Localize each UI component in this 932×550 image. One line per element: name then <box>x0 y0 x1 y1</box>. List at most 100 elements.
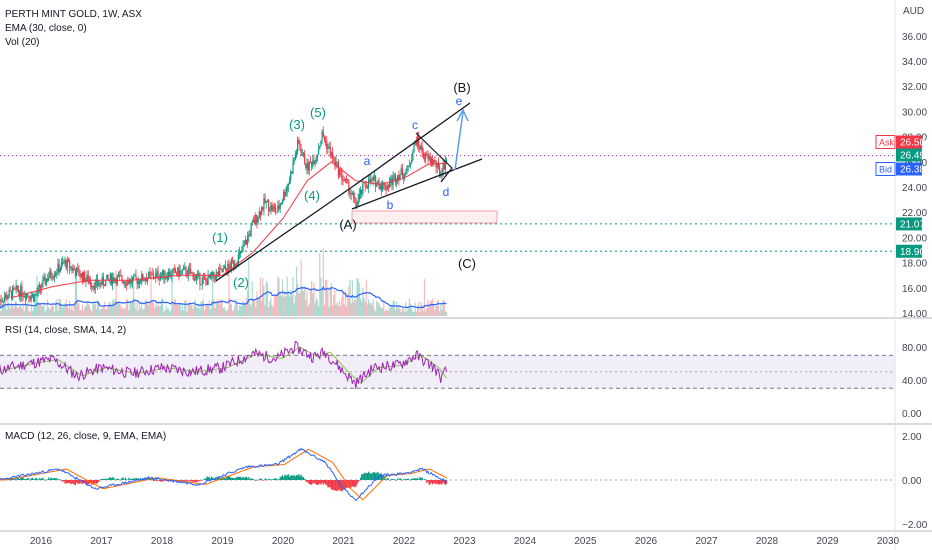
price-panel[interactable]: (1) (2) (3) (4) (5) (A) (B) (C) a b c d … <box>0 80 895 316</box>
volume-legend[interactable]: Vol (20) <box>5 37 39 48</box>
candle-body-145 <box>166 276 168 280</box>
candle-body-248 <box>286 186 288 192</box>
candle-body-84 <box>95 279 97 282</box>
volume-bar-45 <box>50 307 52 316</box>
volume-bar-283 <box>327 287 329 316</box>
volume-bar-308 <box>356 278 358 316</box>
volume-bar-188 <box>216 301 218 316</box>
volume-bar-333 <box>385 309 387 316</box>
macd-hist-bar-11 <box>10 479 13 481</box>
macd-hist-bar-361 <box>418 479 420 480</box>
macd-hist-bar-52 <box>58 478 60 480</box>
wave-cd-lines[interactable] <box>415 132 453 183</box>
candle-body-243 <box>280 202 282 205</box>
projection-arrow[interactable] <box>454 111 464 171</box>
candle-body-290 <box>335 162 337 166</box>
candle-body-152 <box>174 268 177 273</box>
bid-price-tag[interactable]: Bid 26.38 <box>875 162 925 176</box>
macd-hist-bar-237 <box>273 478 275 480</box>
rsi-legend[interactable]: RSI (14, close, SMA, 14, 2) <box>5 325 126 336</box>
volume-bar-194 <box>223 307 225 316</box>
upper-level-tag[interactable]: 21.07 <box>896 217 925 231</box>
price-axis[interactable]: 14.0016.0018.0020.0022.0024.0026.0028.00… <box>902 32 928 531</box>
macd-hist-bar-25 <box>27 477 29 480</box>
macd-hist-bar-261 <box>301 476 303 480</box>
chart-title-legend[interactable]: PERTH MINT GOLD, 1W, ASX <box>5 9 142 20</box>
support-zone-box[interactable] <box>351 210 498 224</box>
macd-hist-bar-254 <box>293 475 295 480</box>
macd-hist-bar-71 <box>80 480 82 483</box>
volume-bar-383 <box>443 300 445 316</box>
macd-hist-bar-45 <box>50 477 52 480</box>
ema-legend[interactable]: EMA (30, close, 0) <box>5 23 87 34</box>
macd-hist-bar-142 <box>163 480 165 481</box>
volume-bar-110 <box>126 298 128 316</box>
volume-bar-29 <box>31 310 33 316</box>
volume-bar-371 <box>429 301 431 316</box>
trendline-upper[interactable] <box>351 102 471 188</box>
candle-body-168 <box>193 273 195 281</box>
volume-bar-99 <box>113 300 115 316</box>
candle-body-74 <box>84 272 86 282</box>
volume-bar-18 <box>18 305 21 316</box>
trendline-lower-2[interactable] <box>351 158 483 210</box>
candle-body-333 <box>385 189 387 191</box>
volume-bar-168 <box>193 304 195 316</box>
candle-body-249 <box>287 184 289 187</box>
candle-body-50 <box>56 272 58 274</box>
macd-hist-bar-60 <box>67 480 70 483</box>
candle-body-368 <box>426 154 428 156</box>
macd-hist-bar-37 <box>41 478 43 480</box>
volume-bar-337 <box>390 305 392 316</box>
macd-hist-bar-212 <box>244 477 246 480</box>
macd-hist-bar-34 <box>37 479 39 481</box>
candle-body-76 <box>86 275 88 280</box>
rsi-tick-80.00: 80.00 <box>902 343 927 354</box>
macd-hist-bar-357 <box>413 477 415 480</box>
volume-bar-119 <box>136 300 138 316</box>
volume-bar-328 <box>379 305 381 316</box>
macd-hist-bar-128 <box>146 477 149 480</box>
lower-level-tag[interactable]: 18.90 <box>896 244 925 258</box>
macd-panel[interactable] <box>0 447 895 502</box>
trendline-lower-1[interactable] <box>215 186 353 282</box>
candle-body-288 <box>333 157 335 159</box>
macd-hist-bar-138 <box>158 480 160 481</box>
macd-hist-bar-92 <box>105 478 107 480</box>
candle-body-114 <box>130 279 132 284</box>
candle-body-222 <box>256 214 258 223</box>
candle-body-238 <box>274 207 277 213</box>
macd-hist-bar-217 <box>250 478 252 480</box>
volume-bar-183 <box>210 300 213 316</box>
macd-hist-bar-42 <box>46 479 49 481</box>
macd-hist-bar-177 <box>203 478 206 480</box>
candle-body-42 <box>46 278 49 281</box>
last-price-tag[interactable]: 26.49 <box>896 148 925 162</box>
macd-hist-bar-303 <box>350 480 352 488</box>
ask-price-tag[interactable]: Ask 26.50 <box>875 135 925 149</box>
macd-hist-bar-247 <box>285 475 287 480</box>
macd-hist-bar-235 <box>271 479 273 481</box>
x-tick-2028: 2028 <box>756 536 779 547</box>
rsi-panel[interactable] <box>0 340 895 389</box>
time-axis[interactable]: 2016 2017 2018 2019 2020 2021 2022 2023 2024 2025… <box>30 536 900 547</box>
macd-hist-bar-35 <box>38 478 40 480</box>
volume-bar-112 <box>128 310 130 316</box>
volume-bar-83 <box>94 301 96 316</box>
volume-bar-111 <box>127 299 129 316</box>
macd-legend[interactable]: MACD (12, 26, close, 9, EMA, EMA) <box>5 431 166 442</box>
macd-hist-bar-368 <box>426 480 428 484</box>
volume-bar-228 <box>263 285 265 316</box>
macd-hist-bar-79 <box>89 480 92 484</box>
volume-bar-315 <box>364 302 366 316</box>
candle-body-227 <box>262 207 264 210</box>
volume-bar-358 <box>414 302 416 316</box>
volume-bar-290 <box>335 304 337 316</box>
candle-body-270 <box>312 160 314 167</box>
candle-body-302 <box>349 192 351 194</box>
candle-body-346 <box>400 168 402 175</box>
macd-hist-bar-227 <box>262 480 264 481</box>
macd-hist-bar-308 <box>356 480 358 485</box>
candle-body-31 <box>34 295 36 301</box>
